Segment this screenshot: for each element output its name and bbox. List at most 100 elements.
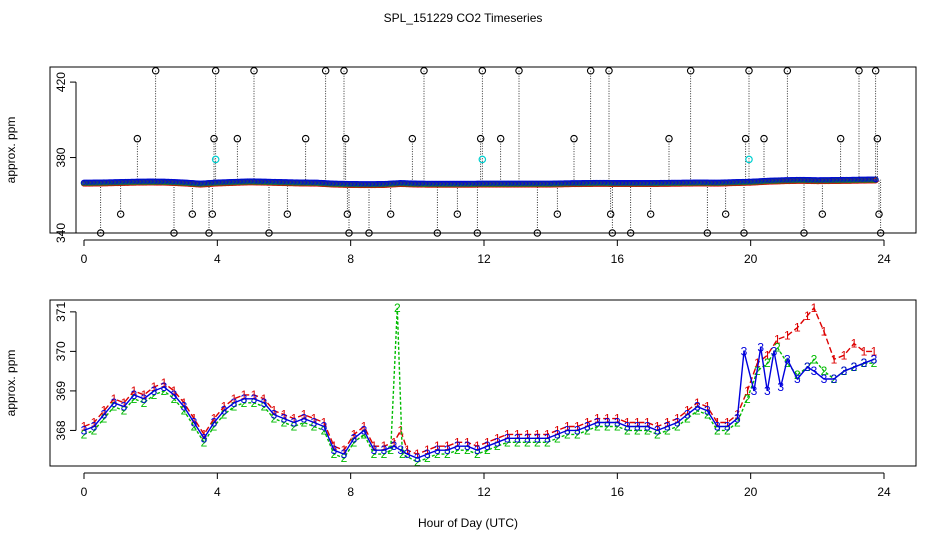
series-3-marker: 3 [91,419,98,433]
series-1-marker: 1 [474,439,481,453]
series-2-marker: 2 [211,419,218,433]
series-2-marker: 2 [704,408,711,422]
flagged-point [515,67,523,75]
flagged-point [283,210,292,218]
series-3-marker: 3 [331,443,338,457]
series-3-marker: 3 [634,419,641,433]
series-3-marker: 3 [534,431,541,445]
series-3-marker: 3 [684,408,691,422]
series-3-marker: 3 [734,412,741,426]
series-2-marker: 2 [811,352,818,366]
series-3-marker: 3 [704,404,711,418]
series-2-marker: 2 [454,443,461,457]
series-1-marker: 1 [241,388,248,402]
series-2-marker: 2 [794,368,801,382]
flagged-point [116,210,125,218]
measurement-point [872,176,879,183]
series-2-marker: 2 [604,419,611,433]
series-2-marker: 2 [634,423,641,437]
series-1-marker: 1 [574,419,581,433]
series-3-marker: 3 [584,419,591,433]
flagged-point [606,210,615,218]
series-3-marker: 3 [821,372,828,386]
series-3-marker: 3 [201,431,208,445]
series-2-marker: 2 [241,396,248,410]
series-2-marker: 2 [724,423,731,437]
panel-1-axes: 0 4 8 12 16 20 24 340 380 420 [54,72,891,266]
series-3-marker: 3 [361,423,368,437]
series-1-marker: 1 [694,396,701,410]
x-tick-label: 24 [877,252,891,266]
series-2-marker: 2 [614,419,621,433]
series-3-marker: 3 [281,412,288,426]
series-1-marker: 1 [754,356,761,370]
series-2-marker: 2 [544,435,551,449]
flagged-point [476,134,485,143]
series-1-marker: 1 [444,439,451,453]
flagged-point [665,134,673,143]
series-3-marker: 3 [804,360,811,374]
series-3-marker: 3 [714,419,721,433]
series-1-marker: 1 [604,412,611,426]
series-1-marker: 1 [684,404,691,418]
series-3-marker: 3 [444,443,451,457]
series-2-marker: 2 [664,423,671,437]
series-1-marker: 1 [81,419,88,433]
series-1-marker: 1 [634,416,641,430]
series-1-marker: 1 [201,427,208,441]
series-3-marker: 3 [604,416,611,430]
series-1-marker: 1 [404,443,411,457]
series-2-marker: 2 [674,419,681,433]
series-1-marker: 1 [871,344,878,358]
series-1-marker: 1 [724,416,731,430]
series-3-marker: 3 [811,364,818,378]
x-tick-label: 0 [81,252,88,266]
y-tick-label: 371 [54,302,68,322]
series-2-marker: 2 [141,396,148,410]
flagged-point [301,134,310,143]
flagged-point [420,67,428,75]
series-1-marker: 1 [291,412,298,426]
series-1-marker: 1 [534,427,541,441]
series-1-marker: 1 [231,392,238,406]
series-3-marker: 3 [831,372,838,386]
series-2-marker: 2 [91,423,98,437]
series-1-marker: 1 [191,412,198,426]
flagged-point [211,67,220,75]
series-2-marker: 2 [444,447,451,461]
series-2-marker: 2 [351,435,358,449]
flagged-point [208,210,217,218]
series-3-marker: 3 [301,412,308,426]
series-2-marker: 2 [504,435,511,449]
series-3-marker: 3 [474,443,481,457]
series-1-marker: 1 [131,384,138,398]
flagged-point [496,134,505,143]
series-3-marker: 3 [851,360,858,374]
series-3-marker: 3 [371,443,378,457]
flagged-point [741,134,750,143]
series-2-marker: 2 [381,447,388,461]
flagged-point [686,67,695,75]
series-2-marker: 2 [261,400,268,414]
series-2-marker: 2 [271,412,278,426]
series-2-marker: 2 [524,435,531,449]
series-2-marker: 2 [341,451,348,465]
x-tick-label: 12 [477,485,491,499]
series-2-marker: 2 [474,447,481,461]
flagged-point [340,67,348,75]
series-2-marker: 2 [181,404,188,418]
series-3-marker: 3 [644,419,651,433]
series-2-marker: 2 [654,427,661,441]
series-2-marker: 2 [301,416,308,430]
series-2-marker: 2 [291,419,298,433]
y-tick-label: 420 [54,72,68,92]
series-1-marker: 1 [341,443,348,457]
series-1-marker: 1 [504,427,511,441]
series-3-marker: 3 [861,356,868,370]
series-2-line [83,307,874,463]
series-1-marker: 1 [654,419,661,433]
series-1-marker: 1 [361,419,368,433]
series-3-marker: 3 [751,384,758,398]
series-3-marker: 3 [181,400,188,414]
series-1-marker: 1 [614,412,621,426]
